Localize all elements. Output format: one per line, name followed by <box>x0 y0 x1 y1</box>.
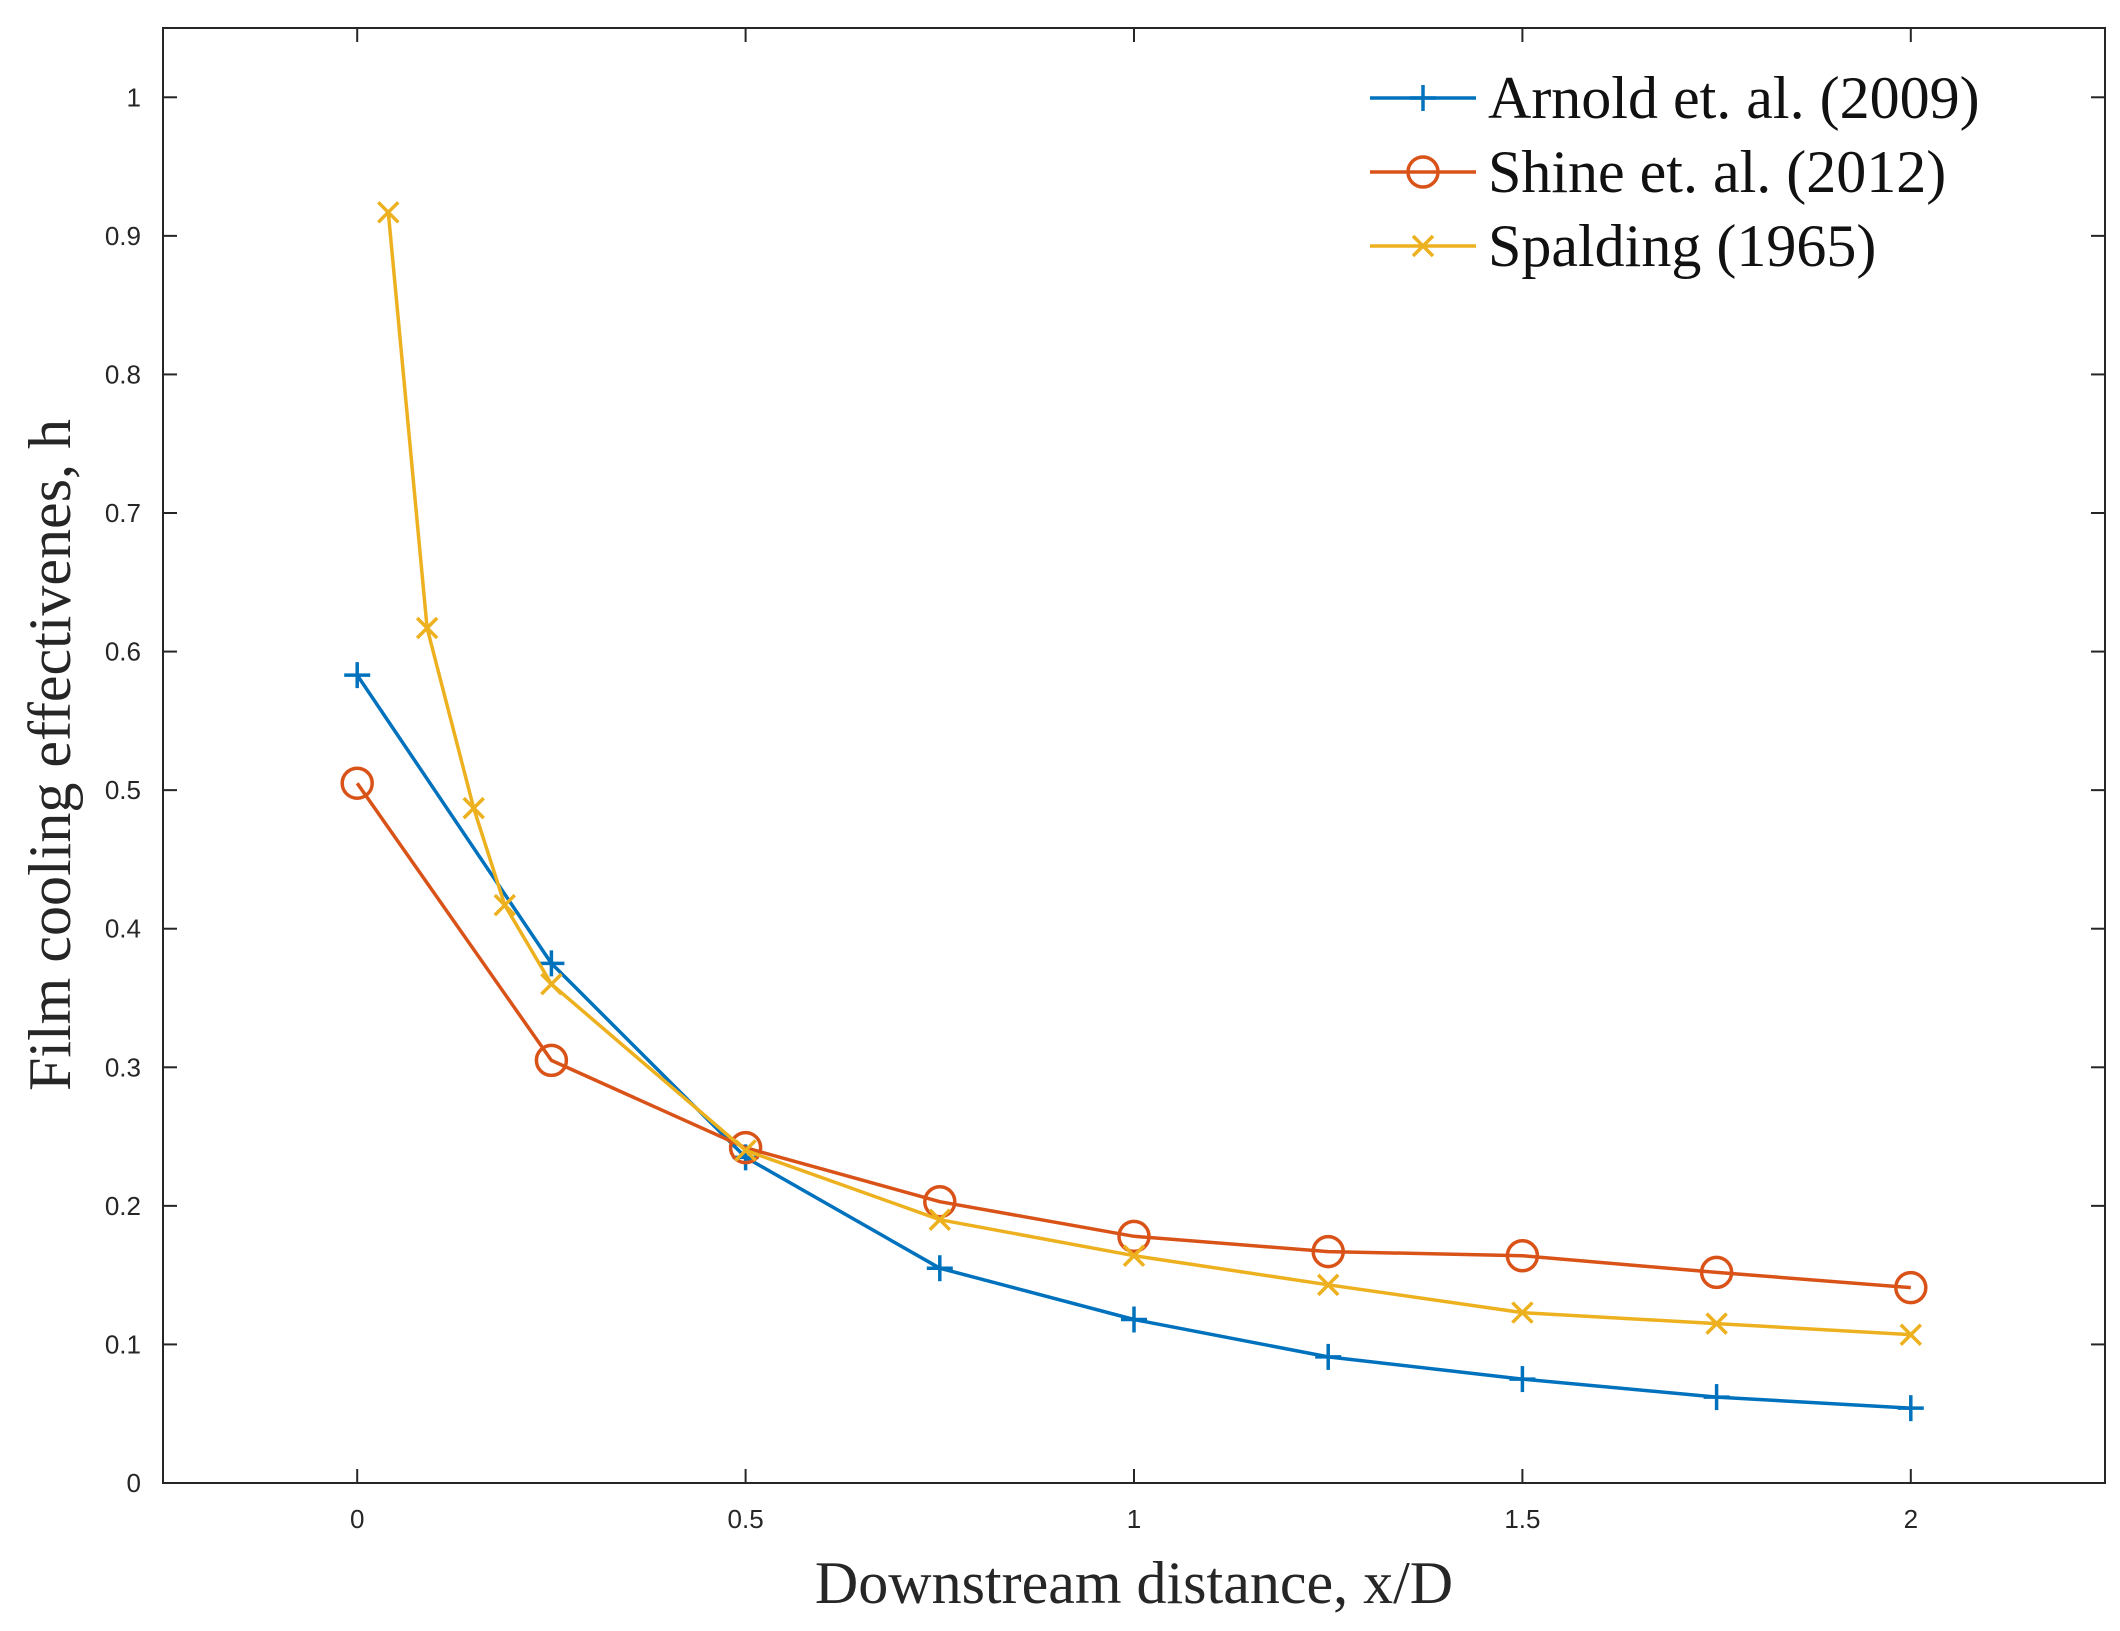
data-point-arnold-et-al-2009 <box>1121 1306 1147 1333</box>
data-point-shine-et-al-2012 <box>1117 1219 1151 1254</box>
data-point-shine-et-al-2012 <box>1505 1238 1540 1273</box>
legend-item-spalding-1965: Spalding (1965) <box>1370 213 1876 279</box>
legend-marker-shine-et-al-2012 <box>1406 155 1440 189</box>
data-point-spalding-1965 <box>734 1139 757 1162</box>
data-point-arnold-et-al-2009 <box>1703 1384 1730 1411</box>
x-tick-label: 0 <box>350 1504 364 1534</box>
x-axis-label: Downstream distance, x/D <box>815 1550 1453 1616</box>
data-point-arnold-et-al-2009 <box>926 1255 953 1282</box>
series-line-shine-et-al-2012 <box>355 782 1911 1290</box>
data-point-spalding-1965 <box>415 616 439 640</box>
y-tick-label: 0.7 <box>105 498 141 528</box>
x-tick-label: 2 <box>1904 1504 1918 1534</box>
data-point-shine-et-al-2012 <box>1311 1234 1345 1269</box>
x-tick-label: 1 <box>1127 1504 1141 1534</box>
data-point-spalding-1965 <box>1316 1273 1340 1297</box>
data-point-arnold-et-al-2009 <box>1897 1395 1924 1422</box>
data-point-spalding-1965 <box>1122 1244 1146 1267</box>
series-line-spalding-1965 <box>386 212 1911 1337</box>
data-point-shine-et-al-2012 <box>923 1184 957 1219</box>
y-axis-label: Film cooling effectivenes, h <box>17 419 83 1091</box>
data-point-spalding-1965 <box>928 1208 952 1231</box>
data-point-spalding-1965 <box>377 201 400 224</box>
data-point-shine-et-al-2012 <box>1699 1255 1734 1290</box>
x-tick-label: 0.5 <box>728 1504 764 1534</box>
data-point-shine-et-al-2012 <box>340 766 374 800</box>
x-axis: 0 0.5 1 1.5 2 <box>350 28 1918 1534</box>
data-point-arnold-et-al-2009 <box>538 950 565 977</box>
y-tick-label: 0.3 <box>105 1052 141 1082</box>
series-shine-et-al-2012 <box>340 766 1928 1305</box>
data-point-spalding-1965 <box>493 893 517 917</box>
y-tick-label: 0.5 <box>105 775 141 805</box>
y-axis: 0 0.1 0.2 0.3 0.4 0.5 0.6 0.7 0.8 0.9 1 <box>105 82 2105 1498</box>
x-tick-label: 1.5 <box>1504 1504 1540 1534</box>
legend: Arnold et. al. (2009) Shine et. al. (2012… <box>1355 62 2077 284</box>
legend-label: Shine et. al. (2012) <box>1488 139 1946 205</box>
y-tick-label: 0 <box>127 1468 141 1498</box>
data-point-shine-et-al-2012 <box>1894 1270 1928 1305</box>
data-point-spalding-1965 <box>1899 1323 1923 1346</box>
data-point-arnold-et-al-2009 <box>1315 1343 1342 1370</box>
legend-item-shine-et-al-2012: Shine et. al. (2012) <box>1370 139 1946 205</box>
y-tick-label: 1 <box>127 82 141 112</box>
data-point-shine-et-al-2012 <box>534 1043 569 1078</box>
y-tick-label: 0.4 <box>105 914 141 944</box>
data-point-shine-et-al-2012 <box>728 1130 763 1165</box>
legend-marker-spalding-1965 <box>1411 234 1435 258</box>
y-tick-label: 0.8 <box>105 359 141 389</box>
data-point-spalding-1965 <box>1511 1301 1534 1324</box>
y-tick-label: 0.9 <box>105 221 141 251</box>
series-spalding-1965 <box>377 201 1923 1346</box>
y-tick-label: 0.2 <box>105 1191 141 1221</box>
data-point-arnold-et-al-2009 <box>1509 1366 1536 1393</box>
legend-item-arnold-et-al-2009: Arnold et. al. (2009) <box>1370 65 1980 131</box>
y-tick-label: 0.1 <box>105 1329 141 1359</box>
legend-marker-arnold-et-al-2009 <box>1410 85 1436 111</box>
data-point-spalding-1965 <box>540 972 563 996</box>
data-point-arnold-et-al-2009 <box>344 662 371 689</box>
data-point-spalding-1965 <box>462 796 485 820</box>
y-tick-label: 0.6 <box>105 637 141 667</box>
legend-label: Spalding (1965) <box>1488 213 1876 279</box>
legend-label: Arnold et. al. (2009) <box>1488 65 1980 131</box>
series-layer <box>340 201 1928 1422</box>
data-point-spalding-1965 <box>1705 1312 1728 1335</box>
